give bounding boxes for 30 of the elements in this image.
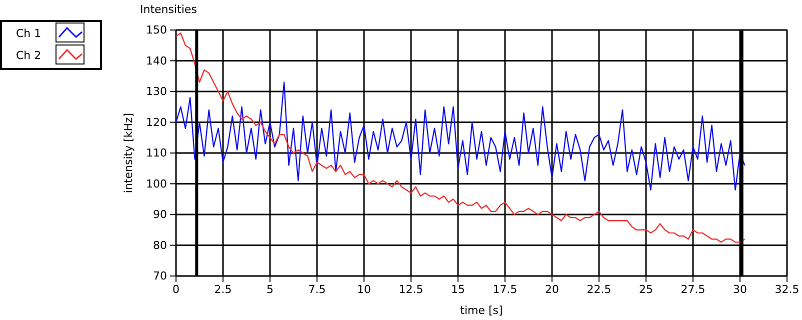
x-tick-label: 2.5	[214, 282, 232, 296]
x-tick-label: 17.5	[492, 282, 518, 296]
y-tick-label: 80	[153, 238, 167, 252]
x-tick-label: 27.5	[680, 282, 706, 296]
x-tick-label: 12.5	[398, 282, 424, 296]
x-tick-label: 5	[266, 282, 274, 296]
legend-label: Ch 1	[16, 27, 42, 40]
y-tick-label: 90	[153, 208, 167, 222]
line-series	[175, 32, 746, 243]
x-tick-label: 32.5	[774, 282, 800, 296]
x-tick-label: 22.5	[586, 282, 612, 296]
y-axis-title: intensity [kHz]	[122, 112, 135, 194]
x-tick-label: 30	[733, 282, 747, 296]
x-tick-label: 20	[545, 282, 559, 296]
y-tick-label: 150	[146, 24, 167, 37]
y-tick-label: 70	[153, 270, 167, 283]
y-tick-label: 140	[146, 54, 167, 68]
x-tick-label: 0	[172, 282, 180, 296]
legend-label: Ch 2	[16, 49, 42, 62]
line-series	[175, 82, 746, 190]
y-tick-label: 110	[146, 146, 167, 160]
x-tick-label: 15	[451, 282, 465, 296]
x-tick-label: 10	[357, 282, 371, 296]
y-tick-label: 130	[146, 85, 167, 98]
x-axis-title: time [s]	[460, 304, 503, 317]
y-tick-label: 100	[146, 177, 167, 190]
x-tick-label: 25	[639, 282, 653, 296]
y-tick-label: 120	[146, 116, 167, 129]
chart-title: Intensities	[140, 3, 198, 16]
x-tick-label: 7.5	[308, 282, 326, 296]
